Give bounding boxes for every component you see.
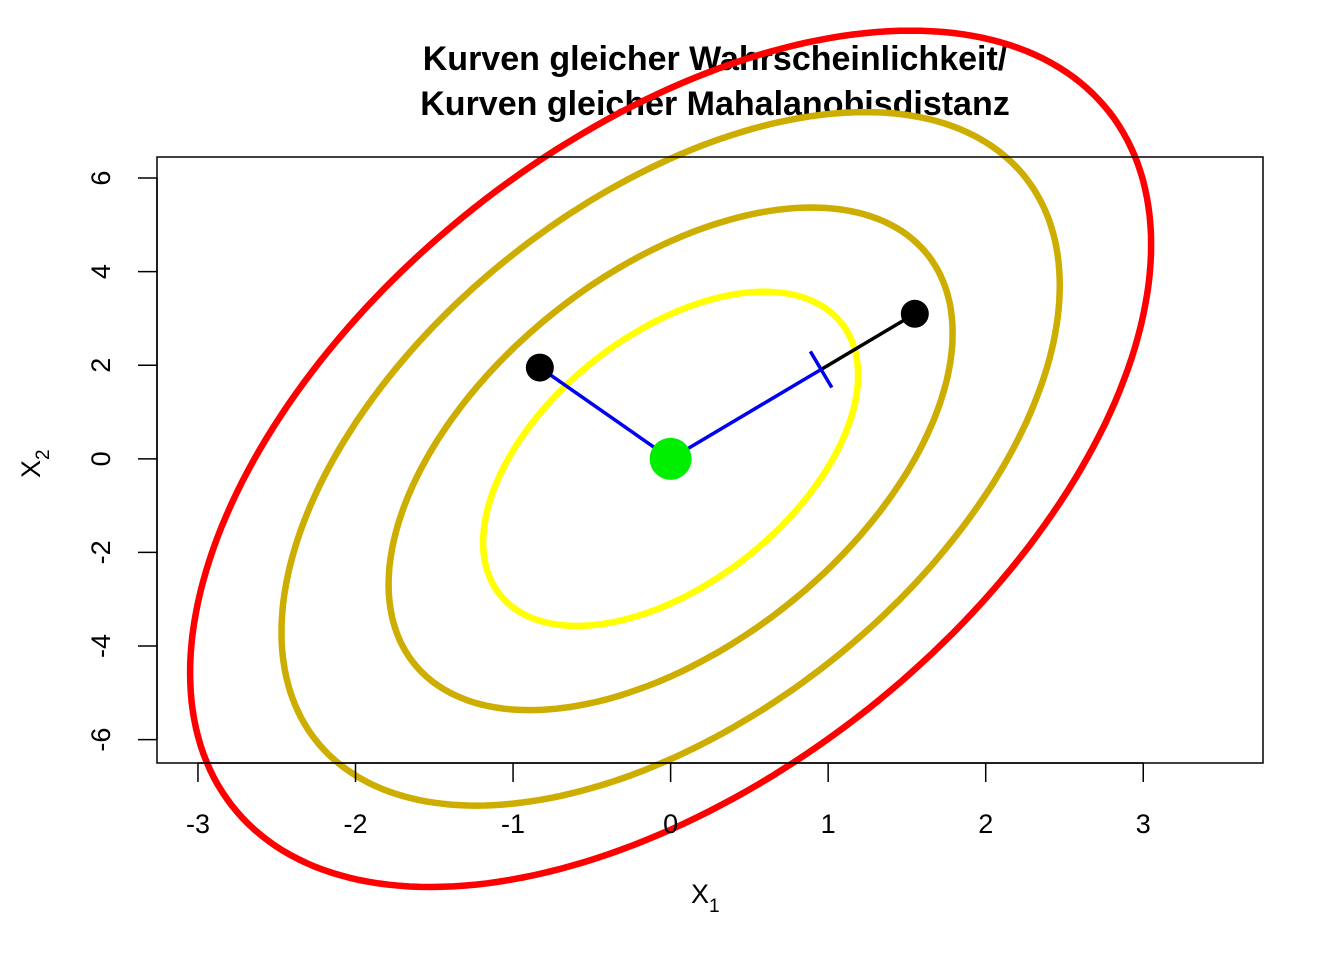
contour-ellipse-1 [479,288,862,630]
distance-segment-1 [538,366,672,461]
y-axis-title-subscript: 2 [33,449,54,460]
x-tick-label: 2 [978,809,993,839]
contour-ellipse-3 [278,108,1064,809]
observation-point-2 [900,299,929,328]
y-tick-label: -2 [86,540,116,564]
contour-ellipse-2 [385,204,956,714]
x-tick-label: -2 [344,809,368,839]
overlay-marks [525,299,929,480]
x-tick-label: 1 [821,809,836,839]
x-tick-label: -1 [501,809,525,839]
distance-segment-2 [669,367,822,461]
y-tick-label: 4 [86,264,116,279]
y-tick-label: 0 [86,451,116,466]
x-tick-label: 0 [663,809,678,839]
contour-curves [186,27,1155,891]
y-tick-label: -4 [86,634,116,658]
y-tick-label: 6 [86,171,116,186]
y-axis-title-group: X 2 [16,449,54,478]
x-tick-label: 3 [1136,809,1151,839]
x-axis-title: X [691,879,709,909]
x-axis-title-subscript: 1 [709,896,720,917]
x-tick-label: -3 [186,809,210,839]
center-point [649,437,692,480]
y-axis: -6 -4 -2 0 2 4 6 [86,171,158,752]
x-axis: -3 -2 -1 0 1 2 3 [186,762,1151,839]
y-tick-label: 2 [86,358,116,373]
y-axis-title: X [16,460,46,478]
ellipse-crossing-tick [808,350,834,389]
y-tick-label: -6 [86,728,116,752]
distance-segment-3 [820,312,916,371]
contour-ellipse-4 [186,27,1155,891]
observation-point-1 [525,353,554,382]
plot-frame [156,156,1264,764]
